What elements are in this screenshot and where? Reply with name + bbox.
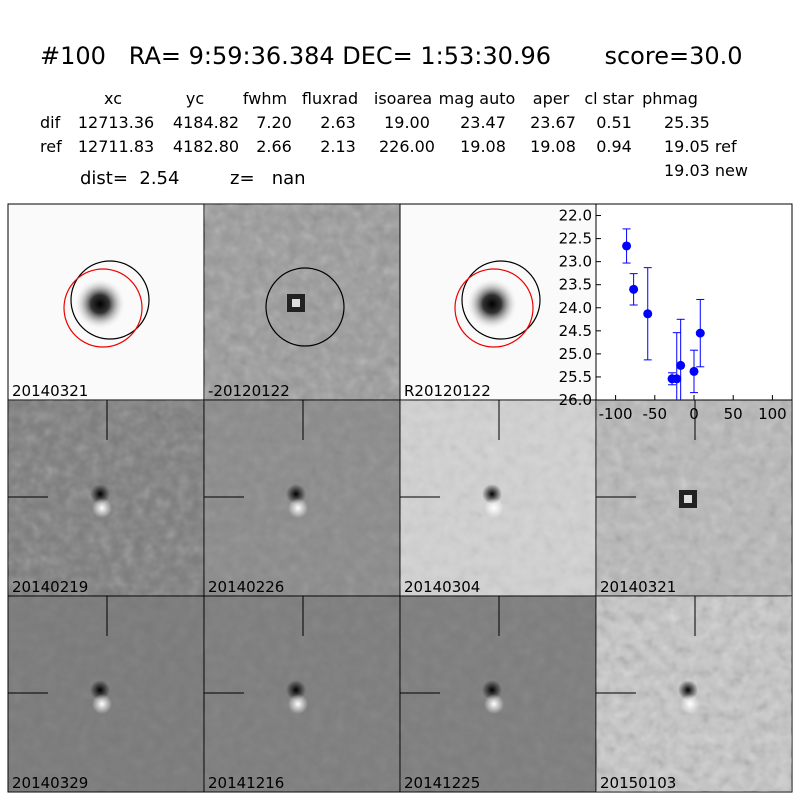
title: #100 RA= 9:59:36.384 DEC= 1:53:30.96 sco… (40, 42, 743, 70)
point (629, 284, 639, 294)
y-tick-label: 23.0 (559, 253, 592, 271)
point (672, 374, 682, 384)
cell: 2.13 (320, 137, 356, 156)
panel-label: 20140329 (12, 774, 88, 792)
source-pos (680, 694, 700, 714)
table-note: 19.03 new (664, 161, 748, 180)
panel-label: 20140219 (12, 578, 88, 596)
column-header: cl star (584, 89, 634, 108)
error-group (689, 349, 699, 394)
cell: 23.47 (460, 113, 506, 132)
source (74, 278, 126, 330)
cell: 4182.80 (173, 137, 239, 156)
panels: 20140321 -20120122 R20120122 20140219 201402… (7, 203, 793, 793)
y-tick-label: 24.0 (559, 299, 592, 317)
error-group (672, 332, 682, 400)
x-tick-label: -100 (599, 405, 633, 423)
x-tick-label: 50 (724, 405, 743, 423)
table: xc yc fwhm fluxrad isoarea mag auto aper cl sta… (40, 89, 737, 156)
cell: 226.00 (379, 137, 435, 156)
panel-label: 20140321 (600, 578, 676, 596)
aperture-circle (461, 260, 541, 340)
cell: 19.00 (384, 113, 430, 132)
column-header: xc (104, 89, 122, 108)
column-header: phmag (642, 89, 698, 108)
row-label: ref (40, 137, 62, 156)
y-tick-label: 24.5 (559, 322, 592, 340)
panel-label: 20140321 (12, 382, 88, 400)
cell: 2.63 (320, 113, 356, 132)
panel-label: 20140226 (208, 578, 284, 596)
panel-label: -20120122 (208, 382, 290, 400)
panel-label: 20141216 (208, 774, 284, 792)
source-core (684, 495, 692, 503)
cell: 23.67 (530, 113, 576, 132)
cell: 4184.82 (173, 113, 239, 132)
point (695, 328, 705, 338)
panel-label: 20141225 (404, 774, 480, 792)
source-pos (288, 498, 308, 518)
source-pos (92, 694, 112, 714)
row-label: dif (40, 113, 61, 132)
error-group (622, 228, 632, 264)
point (689, 366, 699, 376)
error-group (629, 273, 639, 306)
column-header: isoarea (374, 89, 432, 108)
y-tick-label: 23.5 (559, 276, 592, 294)
source (466, 278, 518, 330)
cell: 19.08 (530, 137, 576, 156)
cell: 12711.83 (78, 137, 154, 156)
error-group (676, 318, 686, 400)
cell: 7.20 (256, 113, 292, 132)
point (643, 309, 653, 319)
point (676, 360, 686, 370)
redshift: z= nan (230, 168, 306, 189)
point (622, 241, 632, 251)
cell: 0.94 (596, 137, 632, 156)
y-tick-label: 26.0 (559, 391, 592, 409)
column-header: yc (186, 89, 204, 108)
panel-label: 20140304 (404, 578, 480, 596)
panel-label: 20150103 (600, 774, 676, 792)
column-header: fluxrad (302, 89, 358, 108)
x-tick-label: 0 (689, 405, 699, 423)
cell: 19.05 ref (664, 137, 737, 156)
cell: 2.66 (256, 137, 292, 156)
source-pos (92, 498, 112, 518)
source-core (292, 299, 300, 307)
aperture-circle (454, 268, 534, 348)
light-curve: 22.0 22.5 23.0 23.5 24.0 24.5 25.0 25.5 26.0 -100… (559, 203, 793, 423)
aperture-circle (63, 268, 143, 348)
aperture-circle (70, 260, 150, 340)
cell: 0.51 (596, 113, 632, 132)
x-tick-label: -50 (643, 405, 668, 423)
column-header: fwhm (243, 89, 287, 108)
cell: 25.35 (664, 113, 710, 132)
y-tick-label: 22.0 (559, 207, 592, 225)
y-tick-label: 25.0 (559, 345, 592, 363)
panel-label: R20120122 (404, 382, 491, 400)
y-tick-label: 25.5 (559, 368, 592, 386)
x-tick-label: 100 (758, 405, 787, 423)
cell: 19.08 (460, 137, 506, 156)
column-header: mag auto (439, 89, 516, 108)
column-header: aper (533, 89, 570, 108)
y-tick-label: 22.5 (559, 230, 592, 248)
error-group (695, 298, 705, 368)
source-pos (288, 694, 308, 714)
aperture-circle (265, 267, 345, 347)
error-group (643, 267, 653, 361)
source-pos (484, 498, 504, 518)
source-pos (484, 694, 504, 714)
dist: dist= 2.54 (80, 168, 179, 189)
cell: 12713.36 (78, 113, 154, 132)
